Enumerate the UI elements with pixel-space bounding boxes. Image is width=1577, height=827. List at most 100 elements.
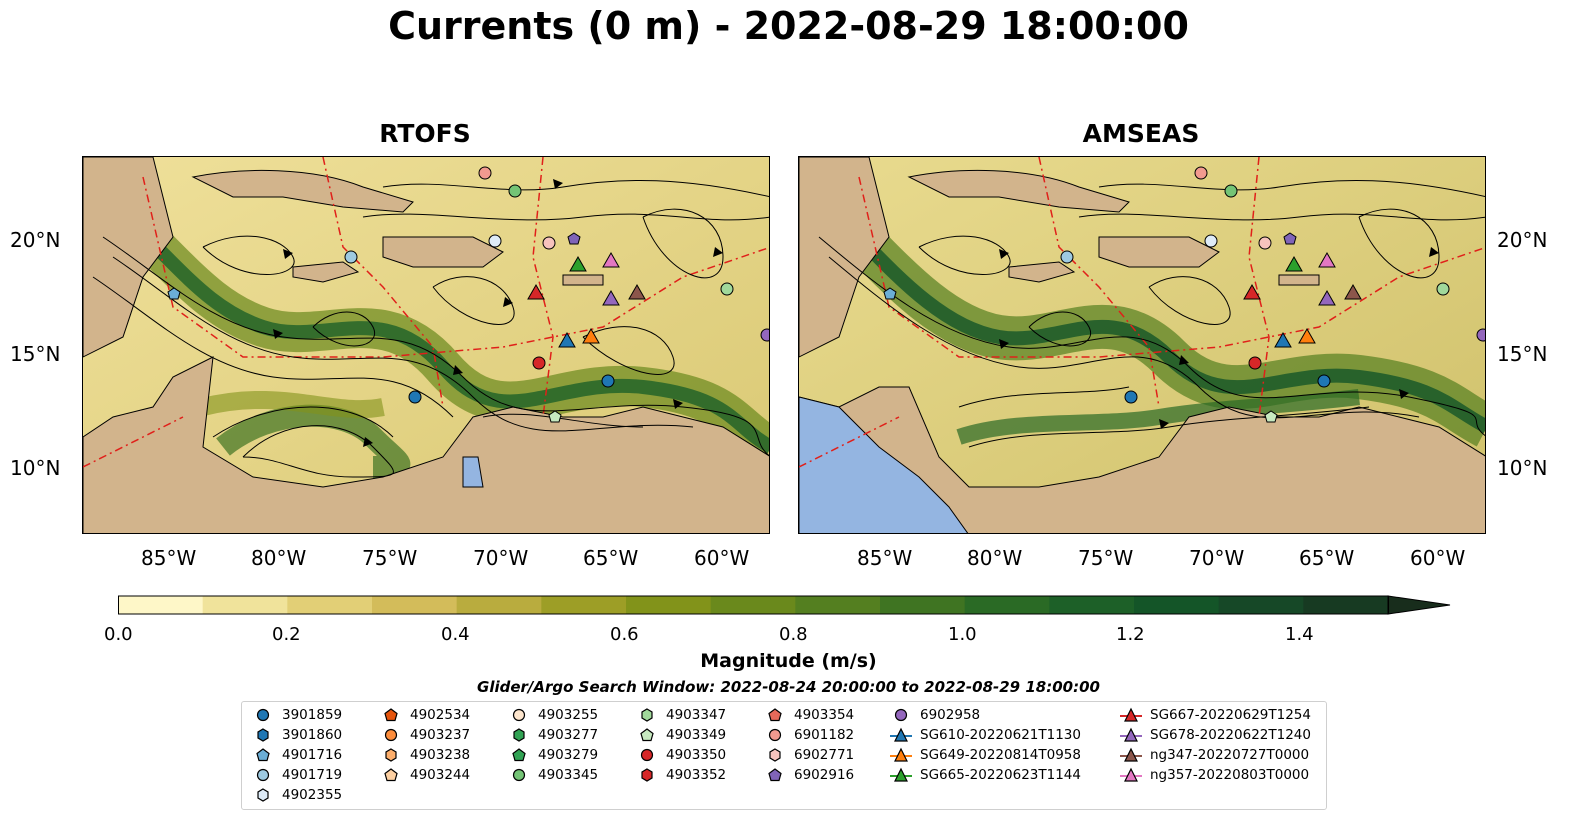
legend-item: 6901182	[764, 725, 854, 745]
colorbar	[118, 594, 1458, 624]
hexagon-marker-icon	[641, 708, 653, 722]
legend-label: 4903350	[666, 747, 727, 763]
lon-label-75w-right: 75°W	[1078, 546, 1134, 570]
legend-item: ng347-20220727T0000	[1120, 745, 1309, 765]
legend-label: 4902355	[282, 787, 343, 803]
circle-marker-icon	[256, 708, 270, 722]
colorbar-tick-6: 1.2	[1116, 624, 1145, 645]
legend-label: SG665-20220623T1144	[920, 767, 1081, 783]
map-panel-rtofs	[82, 156, 770, 534]
colorbar-tick-5: 1.0	[948, 624, 977, 645]
legend: 3901859 3901860 4901716 4901719 4902355 49025…	[241, 701, 1327, 810]
hexagon-marker-icon	[257, 788, 269, 802]
circle-marker-icon	[384, 728, 398, 742]
legend-label: 4902534	[410, 707, 471, 723]
lon-label-80w-right: 80°W	[967, 546, 1023, 570]
legend-item: SG667-20220629T1254	[1120, 705, 1311, 725]
lat-label-20n-right: 20°N	[1497, 228, 1548, 252]
lat-label-15n-right: 15°N	[1497, 342, 1548, 366]
lon-label-65w-right: 65°W	[1299, 546, 1355, 570]
legend-item: 4903244	[380, 765, 470, 785]
legend-item: 6902916	[764, 765, 854, 785]
triangle-marker-icon	[890, 727, 912, 742]
colorbar-title: Magnitude (m/s)	[700, 650, 877, 672]
circle-marker-icon	[894, 708, 908, 722]
legend-label: 4903349	[666, 727, 727, 743]
figure-title: Currents (0 m) - 2022-08-29 18:00:00	[388, 4, 1189, 48]
colorbar-tick-0: 0.0	[104, 624, 133, 645]
legend-label: 6901182	[794, 727, 855, 743]
legend-label: 4903279	[538, 747, 599, 763]
legend-item: SG665-20220623T1144	[890, 765, 1081, 785]
legend-item: 4903255	[508, 705, 598, 725]
legend-item: 4903345	[508, 765, 598, 785]
legend-item: 4902534	[380, 705, 470, 725]
triangle-marker-icon	[1120, 727, 1142, 742]
colorbar-segment	[456, 596, 542, 614]
hexagon-marker-icon	[641, 768, 653, 782]
legend-item: 4902355	[252, 785, 342, 805]
legend-label: 4903237	[410, 727, 471, 743]
legend-label: SG610-20220621T1130	[920, 727, 1081, 743]
colorbar-gradient	[118, 595, 1451, 615]
legend-label: 6902958	[920, 707, 981, 723]
colorbar-tick-7: 1.4	[1285, 624, 1314, 645]
colorbar-segment	[1049, 596, 1135, 614]
panel-title-amseas: AMSEAS	[1082, 119, 1200, 148]
legend-label: 3901860	[282, 727, 343, 743]
panel-title-rtofs: RTOFS	[379, 119, 471, 148]
pentagon-marker-icon	[384, 708, 398, 722]
colorbar-tick-3: 0.6	[610, 624, 639, 645]
legend-item: 4903349	[636, 725, 726, 745]
hexagon-marker-icon	[769, 748, 781, 762]
triangle-marker-icon	[1120, 707, 1142, 722]
hexagon-marker-icon	[513, 728, 525, 742]
legend-label: 6902771	[794, 747, 855, 763]
legend-label: 3901859	[282, 707, 343, 723]
lon-label-85w-left: 85°W	[141, 546, 197, 570]
legend-item: 4901716	[252, 745, 342, 765]
lon-label-60w-left: 60°W	[694, 546, 750, 570]
legend-item: SG649-20220814T0958	[890, 745, 1081, 765]
pentagon-marker-icon	[768, 768, 782, 782]
triangle-marker-icon	[1120, 747, 1142, 762]
legend-label: ng347-20220727T0000	[1150, 747, 1310, 763]
lon-label-80w-left: 80°W	[251, 546, 307, 570]
circle-marker-icon	[512, 708, 526, 722]
lon-label-70w-left: 70°W	[473, 546, 529, 570]
colorbar-segment	[710, 596, 796, 614]
colorbar-segment	[1303, 596, 1389, 614]
triangle-marker-icon	[890, 767, 912, 782]
legend-item: 4903277	[508, 725, 598, 745]
colorbar-tick-2: 0.4	[441, 624, 470, 645]
legend-label: 4903277	[538, 727, 599, 743]
legend-label: 4901716	[282, 747, 343, 763]
hexagon-marker-icon	[257, 728, 269, 742]
colorbar-extend-arrow	[1387, 595, 1451, 615]
legend-item: ng357-20220803T0000	[1120, 765, 1309, 785]
search-window-text: Glider/Argo Search Window: 2022-08-24 20…	[477, 678, 1100, 696]
legend-label: ng357-20220803T0000	[1150, 767, 1310, 783]
colorbar-segment	[1218, 596, 1304, 614]
legend-item: 3901859	[252, 705, 342, 725]
pentagon-marker-icon	[256, 748, 270, 762]
legend-item: 4903279	[508, 745, 598, 765]
lon-label-85w-right: 85°W	[857, 546, 913, 570]
colorbar-segment	[880, 596, 966, 614]
legend-item: 4903238	[380, 745, 470, 765]
legend-label: 4903238	[410, 747, 471, 763]
circle-marker-icon	[512, 768, 526, 782]
colorbar-segment	[626, 596, 712, 614]
map-panel-amseas	[798, 156, 1486, 534]
legend-item: 4903352	[636, 765, 726, 785]
legend-label: 4903354	[794, 707, 855, 723]
circle-marker-icon	[256, 768, 270, 782]
colorbar-segment	[1134, 596, 1220, 614]
legend-label: SG649-20220814T0958	[920, 747, 1081, 763]
lat-label-20n-left: 20°N	[10, 228, 61, 252]
colorbar-outline	[118, 595, 1389, 615]
colorbar-segment	[795, 596, 881, 614]
legend-label: SG678-20220622T1240	[1150, 727, 1311, 743]
hexagon-marker-icon	[385, 748, 397, 762]
colorbar-segment	[118, 596, 204, 614]
